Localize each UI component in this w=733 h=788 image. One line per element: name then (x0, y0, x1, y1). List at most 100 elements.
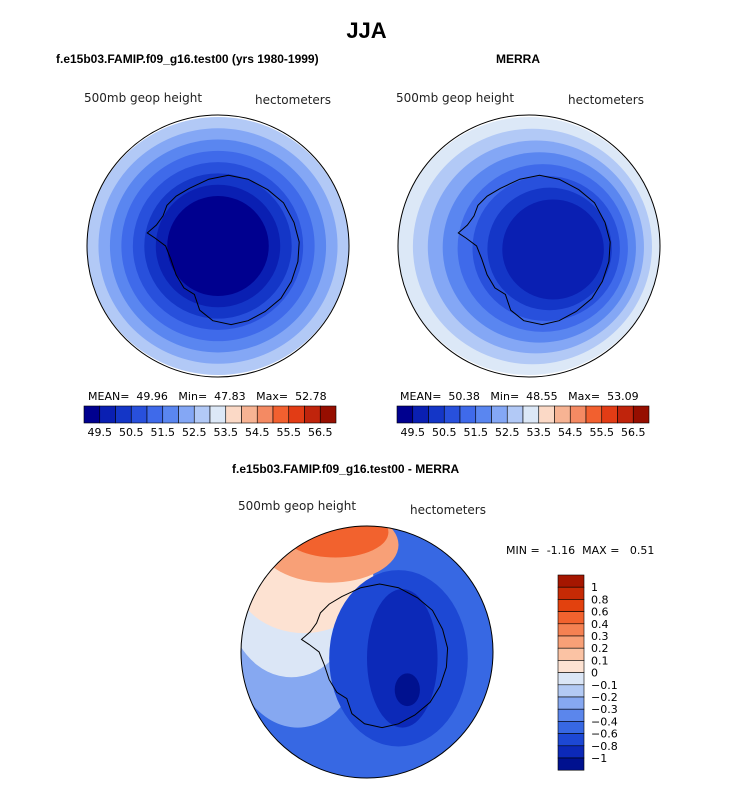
merra-colorbar-box (491, 405, 508, 424)
diff-variable-label: 500mb geop height (238, 499, 357, 513)
merra-coastline (457, 174, 611, 326)
model-colorbar: 49.5 50.5 51.5 52.5 53.5 54.5 55.5 56.5 (83, 405, 337, 439)
diff-colorbar-box (557, 733, 585, 747)
model-colorbar-tick: 56.5 (308, 426, 333, 439)
diff-colorbar: 10.80.60.40.30.20.10−0.1−0.2−0.3−0.4−0.6… (557, 574, 618, 771)
diff-min-value: -1.16 (546, 544, 576, 557)
diff-colorbar-tick: 0.4 (591, 618, 609, 631)
diff-colorbar-box (557, 660, 585, 673)
diff-colorbar-box (557, 696, 585, 710)
model-colorbar-box (209, 405, 227, 424)
merra-map-border (397, 114, 661, 378)
merra-colorbar-box (632, 405, 650, 424)
model-stats: MEAN= 49.96 Min= 47.83 Max= 52.78 (88, 390, 327, 403)
model-colorbar-box (256, 405, 274, 424)
diff-strong-negative-band (367, 589, 438, 728)
merra-max-value: 53.09 (607, 390, 639, 403)
merra-mean-label: MEAN= (400, 390, 442, 403)
model-colorbar-tick: 54.5 (245, 426, 270, 439)
diff-panel-title: f.e15b03.FAMIP.f09_g16.test00 - MERRA (232, 462, 460, 476)
diff-colorbar-tick: 0.6 (591, 606, 609, 619)
diff-colorbar-box (557, 635, 585, 649)
model-min-value: 47.83 (214, 390, 246, 403)
model-contour-band (167, 195, 269, 297)
diff-min-label: MIN = (506, 544, 540, 557)
model-max-value: 52.78 (295, 390, 327, 403)
model-colorbar-box (288, 405, 305, 424)
figure-title: JJA (346, 18, 387, 43)
merra-colorbar-tick: 55.5 (590, 426, 615, 439)
model-colorbar-box (115, 405, 132, 424)
diff-map-border (240, 525, 494, 779)
diff-colorbar-box (557, 745, 585, 759)
diff-colorbar-tick: −1 (591, 752, 607, 765)
model-colorbar-box (83, 405, 101, 424)
merra-min-value: 48.55 (526, 390, 558, 403)
model-colorbar-tick: 49.5 (88, 426, 113, 439)
merra-colorbar-box (522, 405, 540, 424)
merra-contour-band (502, 199, 604, 300)
model-colorbar-tick: 55.5 (277, 426, 302, 439)
merra-colorbar-tick: 50.5 (432, 426, 457, 439)
model-units-label: hectometers (255, 93, 331, 107)
model-mean-value: 49.96 (136, 390, 168, 403)
merra-colorbar-box (396, 405, 414, 424)
model-panel-title: f.e15b03.FAMIP.f09_g16.test00 (yrs 1980-… (56, 52, 319, 66)
diff-colorbar-tick: 0.8 (591, 593, 609, 606)
diff-colorbar-box (557, 708, 585, 722)
merra-colorbar-box (554, 405, 571, 424)
diff-colorbar-box (557, 647, 585, 661)
model-colorbar-box (319, 405, 337, 424)
model-max-label: Max= (256, 390, 289, 403)
model-colorbar-box (272, 405, 290, 424)
model-coastline (146, 174, 300, 326)
merra-max-label: Max= (568, 390, 601, 403)
diff-colorbar-tick: 1 (591, 581, 598, 594)
model-colorbar-tick: 51.5 (151, 426, 176, 439)
model-variable-label: 500mb geop height (84, 91, 203, 105)
diff-minimum-core (394, 673, 420, 707)
model-colorbar-box (193, 405, 211, 424)
diff-polar-map (240, 525, 494, 779)
model-colorbar-box (241, 405, 258, 424)
model-colorbar-box (225, 405, 242, 424)
diff-max-value: 0.51 (629, 544, 655, 557)
merra-mean-value: 50.38 (448, 390, 480, 403)
diff-colorbar-box (557, 757, 585, 771)
model-colorbar-box (146, 405, 164, 424)
diff-colorbar-tick: −0.4 (591, 715, 618, 728)
diff-stats: MIN = -1.16 MAX = 0.51 (506, 544, 654, 557)
diff-colorbar-box (557, 721, 585, 734)
merra-colorbar-box (506, 405, 524, 424)
merra-colorbar-box (617, 405, 634, 424)
merra-colorbar-box (601, 405, 618, 424)
merra-colorbar-box (459, 405, 477, 424)
model-colorbar-tick: 53.5 (214, 426, 239, 439)
diff-coastline (300, 583, 449, 729)
model-colorbar-box (130, 405, 148, 424)
diff-colorbar-box (557, 599, 585, 612)
model-colorbar-box (162, 405, 179, 424)
merra-variable-label: 500mb geop height (396, 91, 515, 105)
diff-colorbar-box (557, 574, 585, 588)
merra-colorbar-tick: 56.5 (621, 426, 646, 439)
diff-colorbar-box (557, 611, 585, 625)
model-colorbar-box (178, 405, 195, 424)
merra-units-label: hectometers (568, 93, 644, 107)
model-mean-label: MEAN= (88, 390, 130, 403)
diff-colorbar-tick: 0.2 (591, 642, 609, 655)
diff-colorbar-tick: −0.3 (591, 703, 618, 716)
diff-strong-positive-band (282, 526, 389, 558)
diff-colorbar-tick: −0.1 (591, 679, 618, 692)
merra-colorbar-box (538, 405, 555, 424)
model-min-label: Min= (178, 390, 208, 403)
merra-colorbar-box (585, 405, 603, 424)
diff-colorbar-tick: 0 (591, 667, 598, 680)
merra-colorbar-box (569, 405, 587, 424)
diff-units-label: hectometers (410, 503, 486, 517)
merra-colorbar-box (443, 405, 461, 424)
merra-min-label: Min= (490, 390, 520, 403)
model-colorbar-tick: 50.5 (119, 426, 144, 439)
model-polar-map (86, 114, 350, 378)
diff-colorbar-tick: −0.6 (591, 728, 618, 741)
